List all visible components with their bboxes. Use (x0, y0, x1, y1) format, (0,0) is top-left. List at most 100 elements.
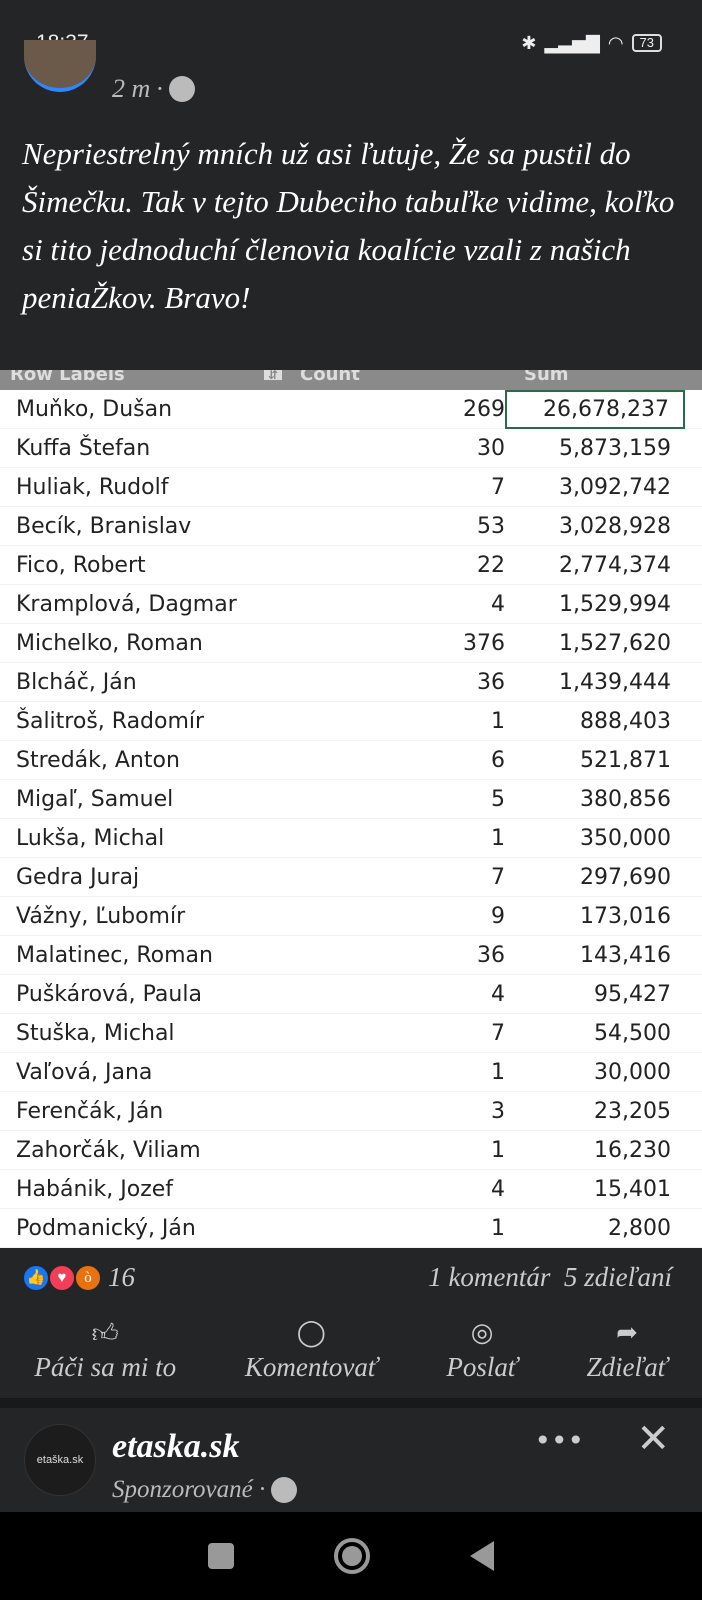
share-button[interactable]: ➦ Zdieľať (586, 1318, 668, 1382)
row-count: 1 (491, 825, 505, 851)
row-label: Malatinec, Roman (16, 942, 213, 968)
row-sum: 3,092,742 (559, 474, 671, 500)
ad-logo[interactable]: etaška.sk (24, 1424, 96, 1496)
row-sum: 2,774,374 (559, 552, 671, 578)
row-sum: 297,690 (580, 864, 671, 890)
table-row: Vážny, Ľubomír 9 173,016 (0, 897, 702, 936)
table-row: Podmanický, Ján 1 2,800 (0, 1209, 702, 1248)
row-label: Huliak, Rudolf (16, 474, 169, 500)
row-sum: 23,205 (594, 1098, 671, 1124)
signal-icon: ▂▃▅▇ (544, 32, 600, 53)
table-row: Lukša, Michal 1 350,000 (0, 819, 702, 858)
row-count: 1 (491, 1137, 505, 1163)
post-text: Nepriestrelný mních už asi ľutuje, Že sa… (22, 136, 675, 315)
table-row: Vaľová, Jana 1 30,000 (0, 1053, 702, 1092)
angry-reaction-icon: ò (74, 1263, 102, 1292)
comments-count[interactable]: 1 komentár (428, 1262, 551, 1292)
row-sum: 173,016 (580, 903, 671, 929)
row-label: Lukša, Michal (16, 825, 165, 851)
reaction-count[interactable]: 16 (108, 1262, 135, 1292)
row-sum: 15,401 (594, 1176, 671, 1202)
row-sum: 30,000 (594, 1059, 671, 1085)
row-sum: 380,856 (580, 786, 671, 812)
row-count: 4 (491, 1176, 505, 1202)
header-sum: Sum (524, 370, 569, 385)
row-count: 7 (491, 1020, 505, 1046)
send-button[interactable]: ◎ Poslať (446, 1318, 518, 1382)
row-label: Stredák, Anton (16, 747, 180, 773)
header-row-labels: Row Labels (10, 370, 125, 385)
row-count: 22 (477, 552, 505, 578)
row-sum: 143,416 (580, 942, 671, 968)
table-row: Stredák, Anton 6 521,871 (0, 741, 702, 780)
header-count: Count (300, 370, 360, 385)
row-count: 1 (491, 1059, 505, 1085)
bluetooth-icon: ✱ (521, 32, 537, 53)
shares-count[interactable]: 5 zdieľaní (563, 1262, 672, 1292)
table-row: Blcháč, Ján 36 1,439,444 (0, 663, 702, 702)
row-count: 53 (477, 513, 505, 539)
row-count: 1 (491, 1215, 505, 1241)
table-row: Kuffa Štefan 30 5,873,159 (0, 429, 702, 468)
row-sum: 2,800 (608, 1215, 671, 1241)
like-reaction-icon: 👍 (22, 1263, 50, 1292)
row-count: 5 (491, 786, 505, 812)
row-sum: 1,439,444 (559, 669, 671, 695)
row-label: Zahorčák, Viliam (16, 1137, 201, 1163)
post-actions: 👍︎ Páči sa mi to ◯ Komentovať ◎ Poslať ➦ Zdi… (0, 1318, 702, 1383)
table-row: Migaľ, Samuel 5 380,856 (0, 780, 702, 819)
table-row: Huliak, Rudolf 7 3,092,742 (0, 468, 702, 507)
like-button[interactable]: 👍︎ Páči sa mi to (34, 1319, 177, 1382)
battery-icon: 73 (631, 34, 662, 52)
row-label: Stuška, Michal (16, 1020, 175, 1046)
row-count: 269 (463, 396, 505, 422)
row-count: 36 (477, 669, 505, 695)
row-sum: 95,427 (594, 981, 671, 1007)
row-label: Vážny, Ľubomír (16, 903, 186, 929)
post-meta: 2 m · (112, 74, 195, 104)
row-label: Vaľová, Jana (16, 1059, 153, 1085)
table-row: Michelko, Roman 376 1,527,620 (0, 624, 702, 663)
row-sum: 350,000 (580, 825, 671, 851)
row-label: Michelko, Roman (16, 630, 203, 656)
row-sum: 1,527,620 (559, 630, 671, 656)
table-row: Becík, Branislav 53 3,028,928 (0, 507, 702, 546)
table-row: Ferenčák, Ján 3 23,205 (0, 1092, 702, 1131)
row-sum: 16,230 (594, 1137, 671, 1163)
row-label: Podmanický, Ján (16, 1215, 196, 1241)
ad-name[interactable]: etaska.sk (112, 1428, 240, 1465)
row-label: Puškárová, Paula (16, 981, 202, 1007)
row-label: Fico, Robert (16, 552, 146, 578)
more-options-icon[interactable]: ••• (534, 1424, 584, 1457)
row-label: Blcháč, Ján (16, 669, 137, 695)
table-row: Fico, Robert 22 2,774,374 (0, 546, 702, 585)
row-label: Gedra Juraj (16, 864, 140, 890)
row-sum: 521,871 (580, 747, 671, 773)
close-icon[interactable]: ✕ (636, 1416, 670, 1462)
table-row: Zahorčák, Viliam 1 16,230 (0, 1131, 702, 1170)
home-button[interactable] (334, 1538, 370, 1574)
row-sum: 54,500 (594, 1020, 671, 1046)
comment-button[interactable]: ◯ Komentovať (244, 1318, 378, 1382)
row-label: Kramplová, Dagmar (16, 591, 237, 617)
row-label: Kuffa Štefan (16, 435, 151, 461)
android-nav-bar (0, 1512, 702, 1600)
comment-icon: ◯ (296, 1318, 326, 1347)
row-label: Becík, Branislav (16, 513, 192, 539)
row-count: 4 (491, 591, 505, 617)
avatar[interactable] (24, 40, 96, 92)
recents-button[interactable] (208, 1543, 234, 1569)
table-body: Muňko, Dušan 269 26,678,237 Kuffa Štefan 30 5… (0, 389, 702, 1248)
globe-icon (271, 1477, 298, 1503)
back-button[interactable] (470, 1541, 494, 1571)
row-count: 36 (477, 942, 505, 968)
table-row: Šalitroš, Radomír 1 888,403 (0, 702, 702, 741)
table-row: Malatinec, Roman 36 143,416 (0, 936, 702, 975)
table-row: Muňko, Dušan 269 26,678,237 (0, 389, 702, 429)
row-count: 7 (491, 864, 505, 890)
row-sum: 5,873,159 (559, 435, 671, 461)
wifi-icon: ◠ (607, 32, 624, 53)
row-label: Habánik, Jozef (16, 1176, 174, 1202)
love-reaction-icon: ♥ (48, 1263, 76, 1292)
row-count: 376 (463, 630, 505, 656)
